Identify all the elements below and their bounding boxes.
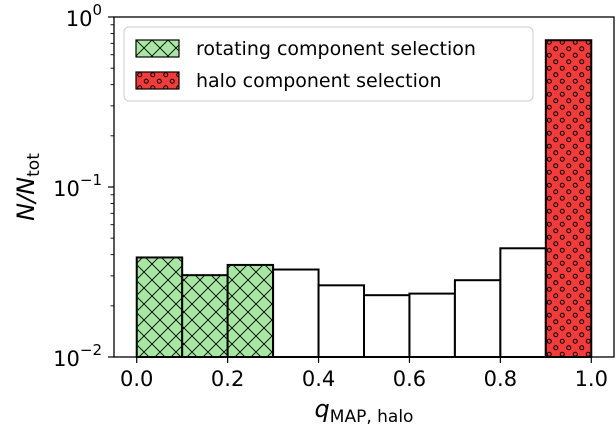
x-tick-label: 0.6: [393, 367, 426, 391]
histogram-bar: [544, 39, 593, 359]
y-tick-label: 10−2: [53, 341, 102, 371]
legend-swatch-halo: [135, 71, 180, 90]
histogram-bar: [272, 268, 320, 359]
legend-label-halo: halo component selection: [196, 70, 442, 92]
legend-frame: [123, 26, 534, 102]
histogram-bar: [453, 279, 502, 359]
legend-swatch-rotating: [135, 39, 180, 58]
legend-label-rotating: rotating component selection: [196, 38, 476, 60]
histogram-bar: [408, 292, 456, 358]
y-axis-label: N/Ntot: [12, 153, 44, 221]
axis-ticks: 0.0 0.2 0.4 0.6 0.8 1.0 10−2 10−1 100: [53, 1, 608, 391]
histogram-bar: [317, 284, 365, 358]
histogram-bar: [499, 247, 547, 358]
histogram-bar: [363, 294, 411, 359]
x-tick-label: 0.2: [211, 367, 244, 391]
y-tick-label: 10−1: [53, 171, 102, 201]
legend: rotating component selection halo compon…: [123, 26, 534, 102]
histogram-bar: [135, 256, 184, 358]
x-tick-label: 0.4: [302, 367, 335, 391]
x-tick-label: 0.0: [120, 367, 153, 391]
y-tick-label: 100: [66, 1, 102, 31]
x-axis-label: qMAP, halo: [315, 395, 414, 425]
histogram-bars: [135, 39, 593, 359]
histogram-bar: [226, 263, 275, 358]
histogram-bar: [181, 274, 229, 358]
x-tick-label: 0.8: [484, 367, 517, 391]
x-tick-label: 1.0: [575, 367, 608, 391]
